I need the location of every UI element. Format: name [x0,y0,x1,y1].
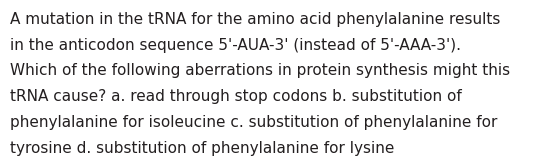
Text: tRNA cause? a. read through stop codons b. substitution of: tRNA cause? a. read through stop codons … [10,89,462,104]
Text: tyrosine d. substitution of phenylalanine for lysine: tyrosine d. substitution of phenylalanin… [10,141,395,156]
Text: phenylalanine for isoleucine c. substitution of phenylalanine for: phenylalanine for isoleucine c. substitu… [10,115,497,130]
Text: A mutation in the tRNA for the amino acid phenylalanine results: A mutation in the tRNA for the amino aci… [10,12,501,27]
Text: in the anticodon sequence 5'-AUA-3' (instead of 5'-AAA-3').: in the anticodon sequence 5'-AUA-3' (ins… [10,38,461,53]
Text: Which of the following aberrations in protein synthesis might this: Which of the following aberrations in pr… [10,63,510,78]
